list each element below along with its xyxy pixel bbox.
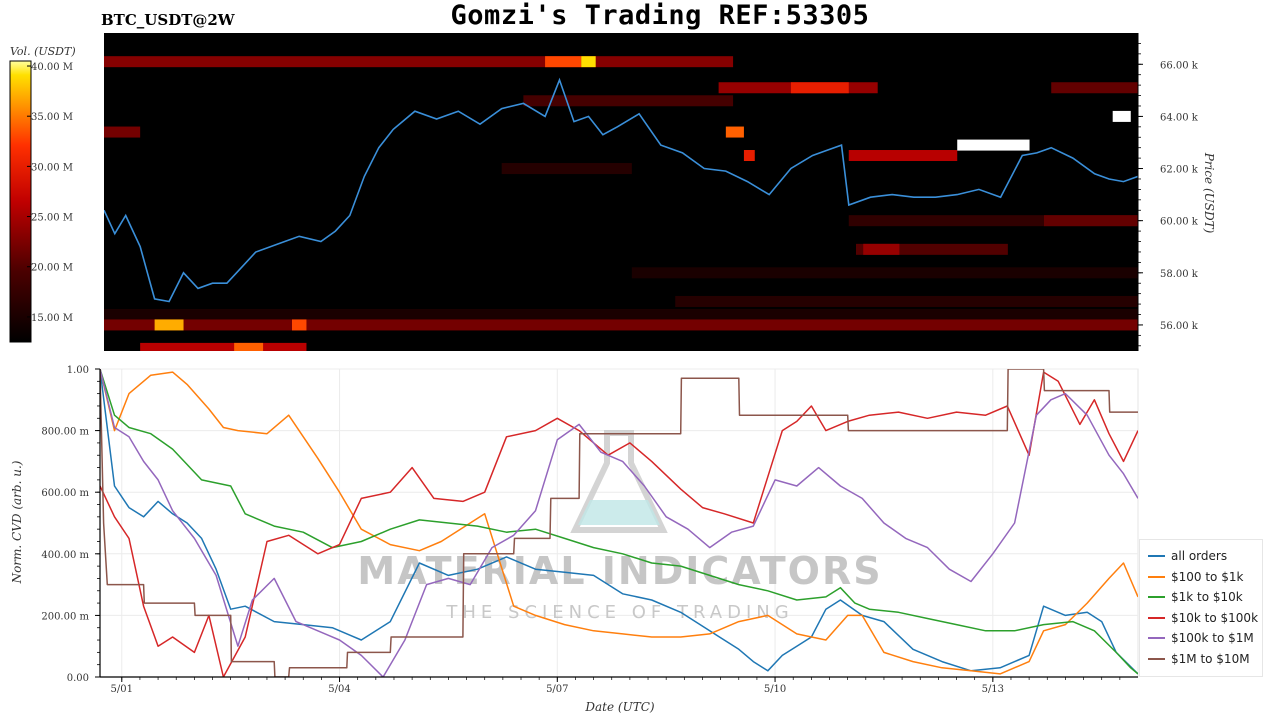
legend-label: $1k to $10k xyxy=(1171,590,1243,604)
cvd-y-tick-label: 400.00 m xyxy=(41,550,89,561)
cvd-y-tick-label: 600.00 m xyxy=(41,488,89,499)
legend-label: $1M to $10M xyxy=(1171,652,1250,666)
price-tick-label: 64.00 k xyxy=(1160,112,1199,123)
heatmap-band xyxy=(545,56,582,68)
heatmap-band xyxy=(848,215,1138,227)
legend-swatch xyxy=(1148,576,1165,578)
colorbar-tick-label: 15.00 M xyxy=(31,313,73,324)
heatmap-band xyxy=(1044,215,1138,227)
colorbar-label: Vol. (USDT) xyxy=(10,45,76,58)
heatmap-band xyxy=(725,126,744,138)
legend-label: all orders xyxy=(1171,549,1228,563)
cvd-y-tick-label: 1.00 xyxy=(67,365,89,376)
symbol-label: BTC_USDT@2W xyxy=(101,11,235,29)
colorbar-tick-label: 40.00 M xyxy=(31,62,73,73)
cvd-y-tick-label: 800.00 m xyxy=(41,427,89,438)
legend-swatch xyxy=(1148,617,1165,619)
heatmap-band xyxy=(104,126,141,138)
legend-item-10k-100k[interactable]: $10k to $100k xyxy=(1148,609,1258,627)
cvd-line-usd1k-10k xyxy=(100,369,1138,675)
legend-label: $100 to $1k xyxy=(1171,570,1244,584)
legend-label: $10k to $100k xyxy=(1171,611,1259,625)
heatmap-band xyxy=(104,319,1138,331)
legend: all orders $100 to $1k $1k to $10k $10k … xyxy=(1139,539,1263,677)
cvd-y-tick-label: 200.00 m xyxy=(41,611,89,622)
heatmap-band xyxy=(1112,110,1131,122)
flask-liquid xyxy=(578,500,660,525)
cvd-line-usd100k-1m xyxy=(100,369,1138,677)
watermark: MATERIAL INDICATORS THE SCIENCE OF TRADI… xyxy=(357,430,882,623)
legend-item-all-orders[interactable]: all orders xyxy=(1148,547,1227,565)
cvd-line-usd1m-10m xyxy=(100,369,1138,677)
legend-item-1k-10k[interactable]: $1k to $10k xyxy=(1148,588,1243,606)
legend-label: $100k to $1M xyxy=(1171,631,1254,645)
heatmap-band xyxy=(1051,82,1138,94)
x-tick-label: 5/10 xyxy=(764,684,786,695)
colorbar-tick-label: 30.00 M xyxy=(31,162,73,173)
heatmap-band xyxy=(743,150,755,162)
legend-item-100-1k[interactable]: $100 to $1k xyxy=(1148,568,1243,586)
legend-swatch xyxy=(1148,658,1165,660)
heatmap-band xyxy=(848,150,958,162)
x-tick-label: 5/01 xyxy=(111,684,133,695)
colorbar xyxy=(9,60,32,343)
cvd-line-usd10k-100k xyxy=(100,371,1138,677)
heatmap-band xyxy=(856,243,1008,255)
heatmap-band xyxy=(104,56,734,68)
cvd-y-tick-label: 0.00 xyxy=(67,673,89,684)
legend-item-100k-1m[interactable]: $100k to $1M xyxy=(1148,629,1254,647)
watermark-tagline: THE SCIENCE OF TRADING xyxy=(445,602,793,623)
price-line xyxy=(104,77,1138,303)
colorbar-tick-label: 25.00 M xyxy=(31,213,73,224)
heatmap-band xyxy=(790,82,849,94)
cvd-series xyxy=(100,369,1138,677)
colorbar-tick-label: 20.00 M xyxy=(31,263,73,274)
cvd-line-all-orders xyxy=(100,369,1138,675)
chart-title: Gomzi's Trading REF:53305 xyxy=(450,0,870,31)
colorbar-tick-label: 35.00 M xyxy=(31,112,73,123)
x-tick-label: 5/07 xyxy=(546,684,568,695)
price-axis-label: Price (USDT) xyxy=(1202,152,1216,234)
legend-item-1m-10m[interactable]: $1M to $10M xyxy=(1148,650,1250,668)
cvd-line-usd100-1k xyxy=(100,369,1138,675)
heatmap-band xyxy=(501,163,632,175)
price-tick-label: 62.00 k xyxy=(1160,165,1199,176)
legend-swatch xyxy=(1148,637,1165,639)
heatmap-band xyxy=(292,319,307,331)
heatmap-band xyxy=(523,95,734,107)
heatmap-band xyxy=(957,139,1030,151)
heatmap-band xyxy=(140,342,307,351)
price-tick-label: 66.00 k xyxy=(1160,60,1199,71)
heatmap-band xyxy=(581,56,596,68)
heatmap-band xyxy=(675,295,1138,307)
heatmap-band xyxy=(234,342,264,351)
cvd-axis-label: Norm. CVD (arb. u.) xyxy=(10,460,24,584)
price-tick-label: 60.00 k xyxy=(1160,217,1199,228)
heatmap-band xyxy=(154,319,184,331)
legend-swatch xyxy=(1148,555,1165,557)
watermark-brand: MATERIAL INDICATORS xyxy=(357,549,882,593)
x-axis-label: Date (UTC) xyxy=(584,700,654,714)
x-tick-label: 5/13 xyxy=(982,684,1004,695)
x-tick-label: 5/04 xyxy=(328,684,350,695)
heatmap-band xyxy=(104,309,1138,321)
price-tick-label: 56.00 k xyxy=(1160,321,1199,332)
price-tick-label: 58.00 k xyxy=(1160,269,1199,280)
heatmap-band xyxy=(863,243,900,255)
heatmap-band xyxy=(631,267,1138,279)
legend-swatch xyxy=(1148,596,1165,598)
orderbook-heatmap xyxy=(104,56,1138,351)
